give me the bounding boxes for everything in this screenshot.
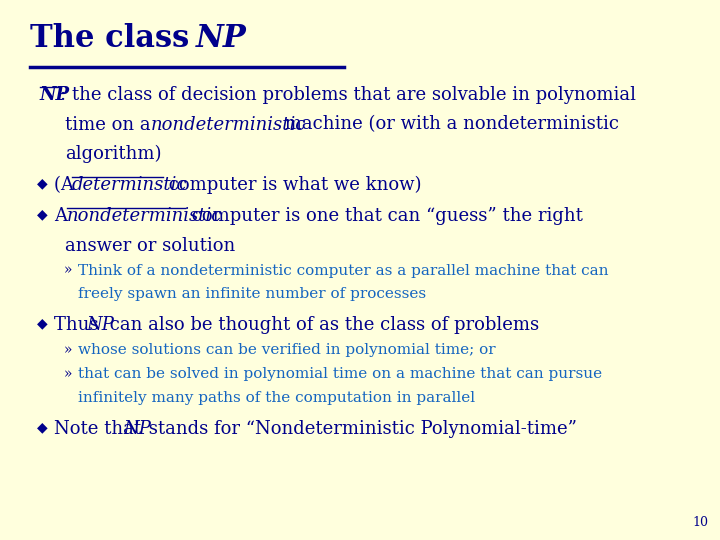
Text: ◆: ◆ (37, 420, 48, 434)
Text: time on a: time on a (65, 116, 156, 133)
Text: Thus: Thus (54, 316, 104, 334)
Text: »: » (63, 264, 72, 278)
Text: determinstic: determinstic (72, 176, 187, 194)
Text: »: » (63, 367, 72, 381)
Text: NP: NP (124, 420, 152, 438)
Text: ◆: ◆ (37, 316, 48, 330)
Text: computer is what we know): computer is what we know) (163, 176, 422, 194)
Text: nondeterministic: nondeterministic (67, 207, 222, 225)
Text: machine (or with a nondeterministic: machine (or with a nondeterministic (279, 116, 619, 133)
Text: NP: NP (86, 316, 114, 334)
Text: stands for “Nondeterministic Polynomial-time”: stands for “Nondeterministic Polynomial-… (143, 420, 577, 438)
Text: 10: 10 (693, 516, 708, 529)
Text: computer is one that can “guess” the right: computer is one that can “guess” the rig… (186, 207, 582, 225)
Text: that can be solved in polynomial time on a machine that can pursue: that can be solved in polynomial time on… (78, 367, 602, 381)
Text: A: A (54, 207, 73, 225)
Text: : the class of decision problems that are solvable in polynomial: : the class of decision problems that ar… (60, 86, 636, 104)
Text: whose solutions can be verified in polynomial time; or: whose solutions can be verified in polyn… (78, 343, 495, 357)
Text: Note that: Note that (54, 420, 147, 438)
Text: (A: (A (54, 176, 80, 194)
Text: answer or solution: answer or solution (65, 237, 235, 254)
Text: »: » (63, 343, 72, 357)
Text: ◆: ◆ (37, 207, 48, 221)
Text: algorithm): algorithm) (65, 145, 161, 163)
Text: NP: NP (40, 86, 70, 104)
Text: Think of a nondeterministic computer as a parallel machine that can: Think of a nondeterministic computer as … (78, 264, 608, 278)
Text: The class: The class (30, 23, 200, 54)
Text: NP: NP (196, 23, 246, 54)
Text: ◆: ◆ (37, 176, 48, 190)
Text: nondeterministic: nondeterministic (151, 116, 307, 133)
Text: infinitely many paths of the computation in parallel: infinitely many paths of the computation… (78, 391, 475, 405)
Text: can also be thought of as the class of problems: can also be thought of as the class of p… (104, 316, 539, 334)
Text: freely spawn an infinite number of processes: freely spawn an infinite number of proce… (78, 287, 426, 301)
